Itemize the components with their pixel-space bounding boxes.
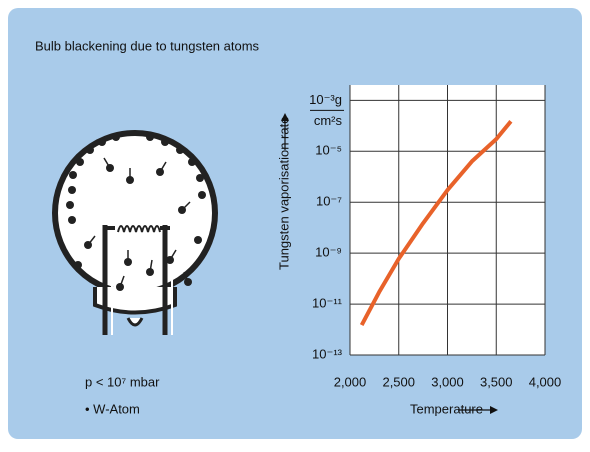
y-tick-label: 10⁻⁵ [315,143,342,158]
y-tick-label: 10⁻³g [309,92,342,107]
y-tick-label: 10⁻⁹ [315,245,342,260]
y-tick-label: 10⁻¹¹ [312,296,343,311]
x-tick-label: 2,000 [334,374,367,389]
y-tick-label: 10⁻⁷ [316,194,342,209]
x-axis-arrow [458,406,498,414]
y-axis-arrow [281,113,289,150]
y-tick-label: 10⁻¹³ [312,346,343,361]
pressure-note: p < 10⁷ mbar [85,374,160,389]
x-axis-label: Temperature [410,401,483,416]
x-tick-label: 3,500 [480,374,513,389]
y-unit: cm²s [314,113,343,128]
bulb-diagram [52,130,218,335]
data-line [359,120,513,326]
x-tick-label: 3,000 [431,374,464,389]
x-tick-label: 4,000 [529,374,562,389]
chart-title: Bulb blackening due to tungsten atoms [35,38,260,53]
y-axis-label: Tungsten vaporisation rate [276,117,291,270]
atom-legend: • W-Atom [85,401,140,416]
x-tick-label: 2,500 [382,374,415,389]
